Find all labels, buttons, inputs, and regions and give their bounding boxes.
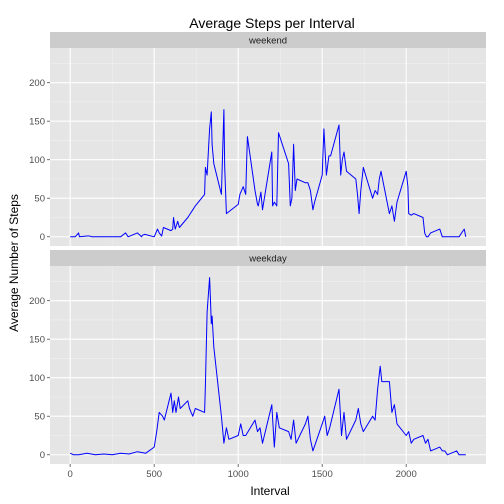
y-tick-label: 200 <box>29 78 45 89</box>
facets: weekend 0 50 100 150 200 weekday 0 50 100 150 200 <box>29 32 486 464</box>
facet-strip <box>50 250 486 266</box>
series-line-weekend <box>70 109 467 238</box>
y-tick-label: 200 <box>29 296 45 307</box>
y-tick-label: 150 <box>29 116 45 127</box>
facet-strip-label: weekday <box>248 254 287 265</box>
x-tick-label: 1500 <box>312 469 333 480</box>
panel-background <box>50 266 486 464</box>
y-tick-label: 50 <box>34 412 45 423</box>
y-tick-label: 150 <box>29 334 45 345</box>
series-line-weekday <box>69 277 466 456</box>
y-axis-title: Average Number of Steps <box>7 194 21 332</box>
facet-weekday: weekday 0 50 100 150 200 <box>29 250 486 464</box>
facet-weekend: weekend 0 50 100 150 200 <box>29 32 486 246</box>
facet-strip-label: weekend <box>248 36 287 47</box>
x-axis: 0 500 1000 1500 2000 <box>68 464 417 480</box>
x-tick-label: 1000 <box>228 469 249 480</box>
y-tick-label: 0 <box>40 450 45 461</box>
x-tick-label: 500 <box>146 469 162 480</box>
y-tick-label: 0 <box>40 232 45 243</box>
y-tick-label: 100 <box>29 373 45 384</box>
x-tick-label: 2000 <box>396 469 417 480</box>
y-tick-label: 100 <box>29 155 45 166</box>
y-tick-label: 50 <box>34 194 45 205</box>
x-tick-label: 0 <box>68 469 73 480</box>
x-axis-title: Interval <box>250 484 289 498</box>
panel-background <box>50 48 486 246</box>
facet-strip <box>50 32 486 48</box>
chart-title: Average Steps per Interval <box>189 15 355 31</box>
